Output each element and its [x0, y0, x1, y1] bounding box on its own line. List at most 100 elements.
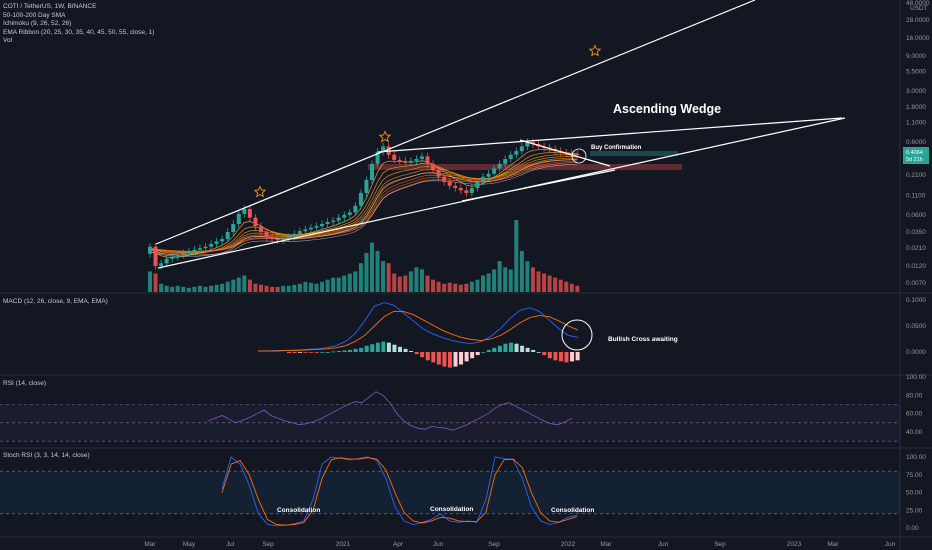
- trendline-2: [377, 117, 843, 153]
- candle-body-58: [469, 188, 474, 193]
- candle-body-39: [364, 180, 369, 193]
- time-tick-10: Jun: [658, 541, 669, 548]
- ema-line-0: [149, 149, 578, 258]
- indicator-volume[interactable]: Vol: [3, 37, 13, 44]
- time-tick-6: Jun: [433, 541, 444, 548]
- volume-bar-26: [292, 284, 297, 292]
- candle-body-61: [486, 173, 491, 177]
- volume-bar-9: [197, 285, 202, 292]
- candle-body-64: [503, 158, 508, 164]
- price-tick-6: 0.2100: [906, 172, 926, 179]
- macd-hist-30: [453, 352, 458, 367]
- volume-bar-47: [408, 271, 413, 292]
- macd-hist-10: [342, 350, 347, 352]
- volume-bar-33: [331, 277, 336, 292]
- macd-hist-36: [486, 349, 491, 352]
- volume-bar-43: [386, 263, 391, 292]
- macd-hist-35: [481, 352, 486, 353]
- candle-body-18: [247, 209, 252, 218]
- macd-hist-38: [497, 345, 502, 352]
- rsi-label[interactable]: RSI (14, close): [3, 380, 46, 387]
- macd-hist-26: [431, 352, 436, 363]
- consolidation-label-1: Consolidation: [277, 507, 320, 514]
- price-tick-0: 0.0070: [906, 280, 926, 287]
- volume-bar-36: [347, 273, 352, 292]
- price-tick-9: 1.1000: [906, 120, 926, 127]
- volume-bar-61: [486, 273, 491, 292]
- candle-body-46: [403, 160, 408, 162]
- volume-bar-56: [458, 284, 463, 292]
- price-currency: USDT: [910, 5, 928, 12]
- candle-body-22: [270, 236, 275, 240]
- volume-bar-39: [364, 252, 369, 292]
- volume-bar-27: [297, 283, 302, 292]
- price-badge-bg: [903, 147, 929, 164]
- time-axis[interactable]: Mar May Jul Sep 2021 Apr Jun Sep 2022 Mar Jun Sep 20…: [144, 541, 895, 548]
- macd-hist-51: [570, 352, 575, 362]
- macd-hist-42: [520, 345, 525, 352]
- macd-hist-0: [287, 352, 291, 354]
- candle-body-14: [225, 231, 230, 240]
- macd-hist-25: [425, 352, 430, 361]
- stoch-label[interactable]: Stoch RSI (3, 3, 14, 14, close): [3, 452, 90, 459]
- candle-body-27: [297, 231, 302, 234]
- candlesticks: [148, 138, 580, 270]
- volume-bar-18: [247, 279, 252, 292]
- trendline-3: [461, 169, 616, 202]
- star-markers: [253, 44, 602, 198]
- indicator-ichimoku[interactable]: Ichimoku (9, 26, 52, 26): [3, 20, 72, 27]
- candle-body-28: [303, 229, 308, 232]
- candle-body-43: [386, 146, 391, 155]
- volume-bar-42: [381, 261, 386, 292]
- indicator-ema-ribbon[interactable]: EMA Ribbon (20, 25, 30, 35, 40, 45, 50, …: [3, 28, 155, 36]
- candle-body-52: [436, 169, 441, 177]
- macd-hist-50: [564, 352, 569, 363]
- time-tick-11: Sep: [714, 541, 726, 548]
- volume-bar-45: [397, 276, 402, 292]
- macd-hist-34: [475, 352, 480, 356]
- candle-body-1: [153, 246, 158, 266]
- volume-bar-57: [464, 283, 469, 292]
- volume-bar-65: [508, 269, 513, 292]
- macd-hist-15: [370, 344, 375, 352]
- macd-hist-6: [320, 352, 325, 353]
- time-tick-3: Sep: [262, 541, 274, 548]
- macd-hist-9: [336, 350, 341, 352]
- macd-hist-43: [525, 347, 530, 352]
- wedge-trendlines: [155, 0, 846, 269]
- volume-bar-25: [286, 285, 291, 292]
- candle-body-17: [242, 209, 247, 214]
- macd-hist-44: [531, 349, 536, 352]
- price-tick-3: 0.0350: [906, 229, 926, 236]
- candle-body-44: [392, 154, 397, 160]
- time-tick-9: Mar: [600, 541, 612, 548]
- volume-bar-73: [553, 277, 558, 292]
- time-tick-5: Apr: [393, 541, 404, 548]
- volume-bar-38: [358, 263, 363, 292]
- candle-body-10: [203, 246, 208, 249]
- macd-hist-49: [558, 352, 563, 362]
- macd-hist-47: [547, 352, 552, 359]
- price-axis[interactable]: 0.0070 0.0120 0.0210 0.0350 0.0600 0.1100 0.21…: [906, 0, 930, 532]
- candle-body-66: [514, 151, 519, 155]
- candle-body-9: [197, 248, 202, 250]
- macd-hist-39: [503, 343, 508, 352]
- price-badge-price: 0.4064: [906, 150, 923, 156]
- candle-body-30: [314, 226, 319, 228]
- macd-series-signal: [258, 310, 579, 352]
- indicator-sma[interactable]: 50-100-200 Day SMA: [3, 11, 66, 19]
- star-icon-2: [588, 44, 602, 57]
- price-tick-4: 0.0600: [906, 212, 926, 219]
- chart-legend: COTI / TetherUS, 1W, BINANCE 50-100-200 …: [3, 3, 154, 46]
- volume-bar-68: [525, 261, 530, 292]
- macd-hist-18: [386, 342, 391, 352]
- macd-hist-19: [392, 344, 397, 352]
- macd-tick-0: 0.1000: [906, 297, 926, 304]
- macd-label[interactable]: MACD (12, 26, close, 9, EMA, EMA): [3, 298, 108, 305]
- symbol-title[interactable]: COTI / TetherUS, 1W, BINANCE: [3, 3, 97, 10]
- ema-line-3: [149, 156, 578, 254]
- volume-bar-37: [353, 271, 358, 292]
- volume-bar-46: [403, 275, 408, 292]
- price-tick-5: 0.1100: [906, 193, 926, 200]
